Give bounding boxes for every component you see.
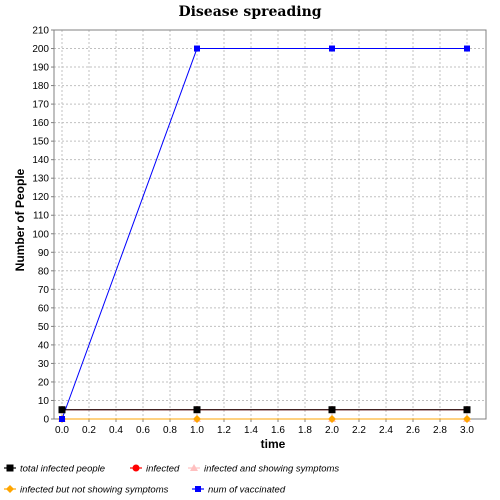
y-tick-label: 190 — [32, 63, 49, 74]
y-tick-label: 40 — [38, 340, 50, 351]
y-tick-label: 130 — [32, 174, 49, 185]
y-tick-label: 60 — [38, 303, 50, 314]
y-tick-label: 10 — [38, 396, 50, 407]
y-tick-label: 170 — [32, 100, 49, 111]
series-num-of-vaccinated — [59, 45, 470, 422]
legend-marker — [6, 485, 14, 493]
x-tick-label: 1.0 — [190, 425, 204, 436]
data-point — [58, 406, 66, 414]
legend-marker — [6, 464, 14, 472]
legend-item: total infected people — [4, 464, 105, 475]
legend-marker — [190, 464, 198, 471]
data-point — [463, 415, 471, 423]
series-layer — [58, 45, 471, 423]
y-tick-label: 50 — [38, 322, 50, 333]
x-tick-label: 0.8 — [163, 425, 177, 436]
x-tick-label: 2.8 — [433, 425, 447, 436]
series-total-infected-people — [58, 406, 471, 414]
data-point — [328, 406, 336, 414]
y-tick-label: 70 — [38, 285, 50, 296]
x-tick-label: 1.8 — [298, 425, 312, 436]
legend-item: infected and showing symptoms — [188, 464, 339, 475]
axis-ticks: 0.0 0.2 0.4 0.6 0.8 1.0 1.2 1.4 1.6 1.8 2.0 2.2 2.4 2… — [32, 26, 474, 437]
legend-item: infected but not showing symptoms — [4, 485, 169, 496]
y-tick-label: 90 — [38, 248, 50, 259]
x-tick-label: 0.0 — [55, 425, 69, 436]
legend-label: infected but not showing symptoms — [20, 485, 169, 496]
legend-item: infected — [130, 464, 180, 475]
y-tick-label: 20 — [38, 377, 50, 388]
y-tick-label: 140 — [32, 155, 49, 166]
y-tick-label: 120 — [32, 192, 49, 203]
y-tick-label: 180 — [32, 81, 49, 92]
y-tick-label: 210 — [32, 26, 49, 37]
y-axis-label: Number of People — [13, 168, 27, 271]
x-tick-label: 2.0 — [325, 425, 339, 436]
y-tick-label: 30 — [38, 359, 50, 370]
data-point — [59, 416, 65, 422]
legend-marker — [195, 486, 201, 492]
legend-label: infected and showing symptoms — [204, 464, 339, 475]
legend-label: total infected people — [20, 464, 105, 475]
data-point — [193, 406, 201, 414]
x-tick-label: 3.0 — [460, 425, 474, 436]
x-tick-label: 1.4 — [244, 425, 258, 436]
data-point — [329, 45, 335, 52]
x-axis-label: time — [261, 437, 286, 451]
chart-title: Disease spreading — [178, 4, 321, 20]
y-tick-label: 160 — [32, 118, 49, 129]
data-point — [328, 415, 336, 423]
y-tick-label: 0 — [43, 415, 49, 426]
x-tick-label: 2.2 — [352, 425, 366, 436]
x-tick-label: 1.6 — [271, 425, 285, 436]
y-tick-label: 110 — [33, 211, 49, 222]
x-tick-label: 2.6 — [406, 425, 420, 436]
legend-label: infected — [146, 464, 180, 475]
legend-item: num of vaccinated — [192, 485, 286, 496]
data-point — [193, 415, 201, 423]
x-tick-label: 0.6 — [136, 425, 150, 436]
x-tick-label: 0.2 — [82, 425, 96, 436]
legend-label: num of vaccinated — [208, 485, 286, 496]
data-point — [194, 45, 200, 52]
data-point — [463, 406, 471, 414]
legend-marker — [132, 464, 140, 472]
legend: total infected people infected infected an… — [4, 464, 339, 496]
x-tick-label: 2.4 — [379, 425, 393, 436]
y-tick-label: 150 — [32, 137, 49, 148]
x-tick-label: 1.2 — [217, 425, 231, 436]
series-line — [61, 48, 467, 420]
y-tick-label: 200 — [32, 44, 49, 55]
y-tick-label: 80 — [38, 266, 50, 277]
data-point — [464, 45, 470, 52]
x-tick-label: 0.4 — [109, 425, 123, 436]
y-tick-label: 100 — [32, 229, 49, 240]
